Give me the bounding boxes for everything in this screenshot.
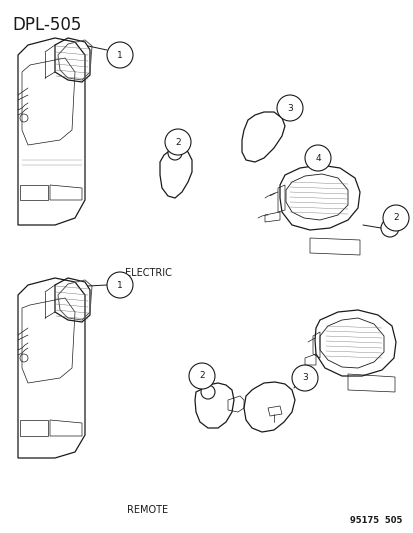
- Text: 4: 4: [314, 154, 320, 163]
- Circle shape: [168, 146, 182, 160]
- Text: 2: 2: [392, 214, 398, 222]
- Circle shape: [189, 363, 214, 389]
- Circle shape: [380, 219, 398, 237]
- Text: 1: 1: [117, 51, 123, 60]
- Text: 3: 3: [301, 374, 307, 383]
- Circle shape: [165, 129, 190, 155]
- Text: 2: 2: [175, 138, 180, 147]
- Text: 1: 1: [117, 280, 123, 289]
- Circle shape: [382, 205, 408, 231]
- Text: 2: 2: [199, 372, 204, 381]
- Text: ELECTRIC: ELECTRIC: [124, 268, 171, 278]
- Circle shape: [304, 145, 330, 171]
- Text: DPL-505: DPL-505: [12, 16, 81, 34]
- Text: 95175  505: 95175 505: [349, 516, 401, 525]
- Text: 3: 3: [287, 103, 292, 112]
- Circle shape: [107, 272, 133, 298]
- Circle shape: [107, 42, 133, 68]
- Circle shape: [201, 385, 214, 399]
- Text: REMOTE: REMOTE: [127, 505, 168, 515]
- Circle shape: [291, 365, 317, 391]
- Circle shape: [276, 95, 302, 121]
